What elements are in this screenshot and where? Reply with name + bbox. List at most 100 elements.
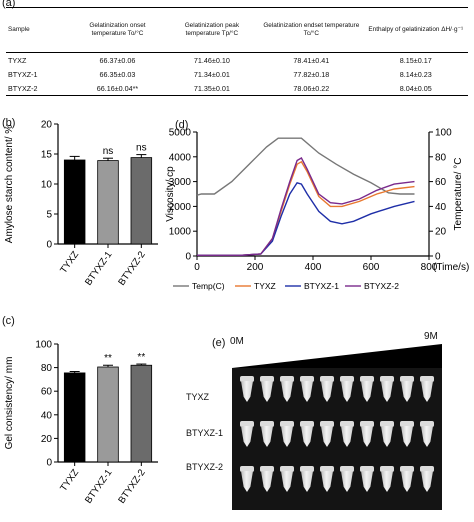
panel-b-label: (b) <box>2 117 16 129</box>
y-tick-label: 0 <box>46 240 52 251</box>
sample-tube <box>420 376 434 402</box>
x-tick-label: TYXZ <box>58 467 81 493</box>
sample-tube <box>400 466 414 492</box>
series-line <box>197 157 415 257</box>
legend-label: BTYXZ-2 <box>364 281 399 291</box>
row-label-btyxz-1: BTYXZ-1 <box>186 428 224 438</box>
table-header-cell: Gelatinization peak temperature Tp/°C <box>164 7 260 53</box>
y-axis-label: Viscosity/ cp <box>165 166 176 222</box>
concentration-gradient: 0M 9M <box>230 330 444 370</box>
table-cell: 78.41±0.41 <box>293 55 330 65</box>
y-tick-label: 3000 <box>169 177 192 188</box>
y-tick-label: 0 <box>46 458 52 469</box>
sample-tube <box>260 421 274 447</box>
sample-tube <box>240 376 254 402</box>
legend-label: Temp(C) <box>192 281 225 291</box>
sample-tube <box>340 466 354 492</box>
sample-tube <box>400 421 414 447</box>
sample-tube <box>420 421 434 447</box>
table-row: BTYXZ-1 66.35±0.03 71.34±0.01 77.82±0.18… <box>6 67 468 81</box>
sample-tube <box>280 421 294 447</box>
y2-tick-label: 80 <box>435 152 447 163</box>
panel-d-label: (d) <box>175 119 189 131</box>
x-tick-label: 600 <box>363 262 380 273</box>
table-cell: 8.15±0.17 <box>399 55 432 65</box>
x-tick-label: 200 <box>247 262 264 273</box>
bar <box>63 159 86 245</box>
y-tick-label: 5000 <box>169 128 192 139</box>
y-tick-label: 20 <box>41 120 53 131</box>
y2-tick-label: 40 <box>435 202 447 213</box>
panel-a-label: (a) <box>2 0 16 9</box>
tube-photo <box>232 368 442 510</box>
y-tick-label: 0 <box>185 252 191 263</box>
table-header-cell: Gelatinization onset temperature To/°C <box>70 7 165 53</box>
table-cell: 71.46±0.10 <box>193 55 230 65</box>
table-cell: 66.16±0.04** <box>70 81 165 96</box>
y-axis-label: Gel consistency/ mm <box>4 357 15 450</box>
bar <box>130 157 153 245</box>
sample-tube <box>300 376 314 402</box>
table-cell: TYXZ <box>8 55 27 65</box>
gradient-end-label: 9M <box>424 331 438 342</box>
table-cell: BTYXZ-1 <box>8 69 38 79</box>
sample-tube <box>260 466 274 492</box>
table-row: BTYXZ-2 66.16±0.04** 71.35±0.01 78.06±0.… <box>6 81 468 96</box>
gradient-start-label: 0M <box>230 336 244 347</box>
y-tick-label: 1000 <box>169 227 192 238</box>
y-tick-label: 15 <box>41 150 53 161</box>
sample-tube <box>360 421 374 447</box>
sample-tube <box>340 376 354 402</box>
table-cell: 71.35±0.01 <box>164 81 260 96</box>
series-line <box>196 137 415 196</box>
x-tick-label: BTYXZ-1 <box>83 249 114 287</box>
x-axis-label: (Time/s) <box>433 262 469 273</box>
y-tick-label: 2000 <box>169 202 192 213</box>
table-cell: 66.35±0.03 <box>99 69 136 79</box>
sample-tube <box>240 421 254 447</box>
y2-tick-label: 60 <box>435 177 447 188</box>
sample-tube <box>380 466 394 492</box>
y-tick-label: 60 <box>41 387 53 398</box>
sample-tube <box>420 466 434 492</box>
sample-tube <box>240 466 254 492</box>
y2-tick-label: 100 <box>435 128 452 139</box>
x-tick-label: BTYXZ-2 <box>116 467 147 505</box>
series-line <box>197 160 415 257</box>
row-label-btyxz-2: BTYXZ-2 <box>186 462 224 472</box>
table-cell: 71.34±0.01 <box>193 69 230 79</box>
row-label-tyxz: TYXZ <box>186 392 210 402</box>
table-cell: BTYXZ-2 <box>6 81 71 96</box>
table-cell: 66.37±0.06 <box>99 55 136 65</box>
significance-label: ns <box>136 143 147 154</box>
table-header-cell: Sample <box>6 7 71 53</box>
significance-label: ** <box>104 353 112 364</box>
sample-tube <box>320 421 334 447</box>
y-tick-label: 40 <box>41 410 53 421</box>
legend-label: BTYXZ-1 <box>304 281 339 291</box>
sample-tube <box>320 376 334 402</box>
y2-tick-label: 20 <box>435 227 447 238</box>
legend-label: TYXZ <box>254 281 276 291</box>
sample-tube <box>300 421 314 447</box>
panel-e-label: (e) <box>212 337 226 349</box>
table-header-cell: Gelatinization endset temperature Tc/°C <box>259 7 364 53</box>
y2-tick-label: 0 <box>435 252 441 263</box>
amylose-bar-chart: 0 5 10 15 20 TYXZ ns BTYXZ-1 ns BTYXZ-2 Amylose st… <box>4 120 158 288</box>
y-tick-label: 5 <box>46 210 52 221</box>
x-tick-label: 800 <box>421 262 438 273</box>
table-header-cell: Enthalpy of gelatinization ΔH/·g⁻¹ <box>363 7 468 53</box>
series-line <box>197 181 415 257</box>
x-tick-label: 400 <box>305 262 322 273</box>
bar <box>63 372 86 463</box>
y2-axis-label: Temperature/ °C <box>453 158 464 231</box>
table-cell: 78.06±0.22 <box>259 81 364 96</box>
table-row: TYXZ 66.37±0.06 71.46±0.10 78.41±0.41 8.… <box>6 53 468 68</box>
x-tick-label: TYXZ <box>58 249 81 275</box>
x-tick-label: BTYXZ-2 <box>116 249 147 287</box>
sample-tube <box>380 421 394 447</box>
significance-label: ** <box>137 352 145 363</box>
sample-tube <box>380 376 394 402</box>
sample-tube <box>340 421 354 447</box>
